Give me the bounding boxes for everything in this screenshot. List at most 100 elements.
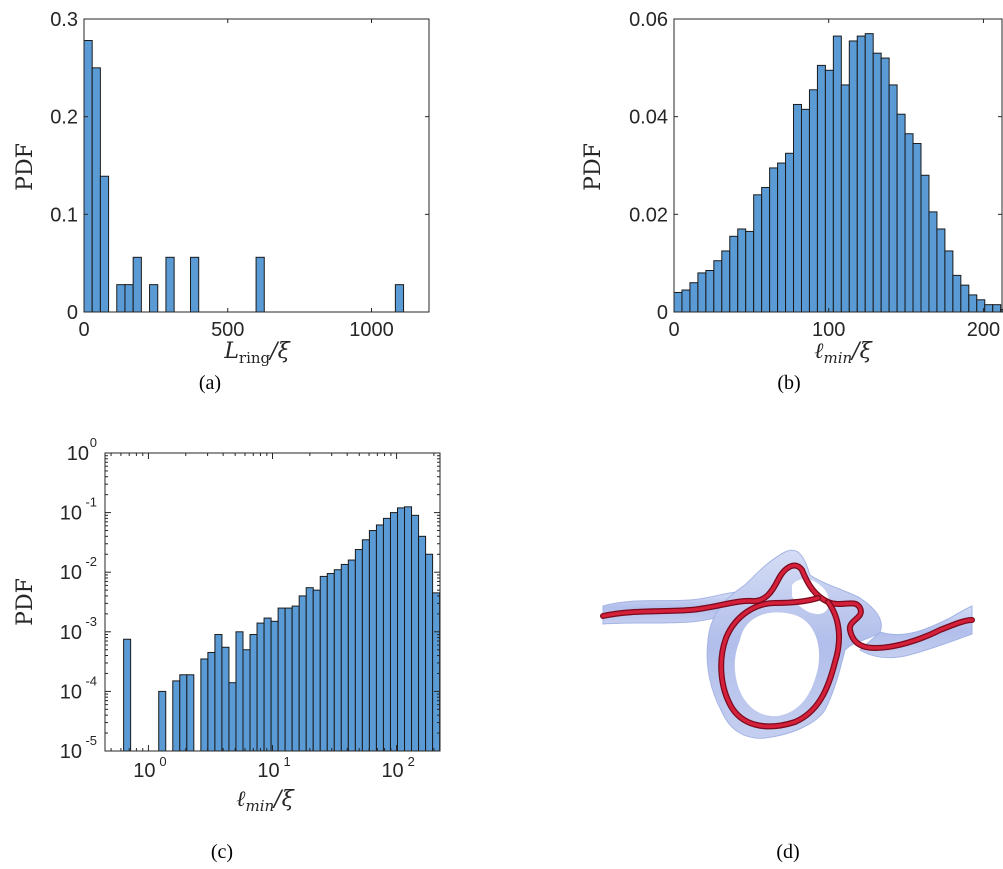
bar bbox=[149, 284, 159, 313]
y-tick-exponent: -3 bbox=[85, 614, 97, 629]
bar bbox=[263, 617, 272, 752]
y-tick-exponent: -2 bbox=[85, 554, 97, 569]
bar bbox=[91, 67, 101, 313]
bar bbox=[952, 274, 962, 313]
bar bbox=[912, 143, 922, 313]
y-tick-label: 0.06 bbox=[629, 9, 668, 31]
y-tick-label: 10 bbox=[67, 443, 89, 465]
y-tick-label: 0 bbox=[67, 302, 78, 324]
bar bbox=[411, 514, 420, 752]
bar bbox=[785, 152, 795, 313]
bar bbox=[769, 167, 779, 313]
bar bbox=[681, 289, 691, 313]
vortex-loop-hole bbox=[792, 578, 830, 615]
x-tick-label: 1000 bbox=[349, 319, 394, 341]
bar bbox=[904, 133, 914, 313]
panel-c-xlabel: ℓmin/ξ bbox=[236, 787, 295, 815]
bar bbox=[673, 291, 683, 313]
bar bbox=[888, 84, 898, 313]
bar bbox=[944, 250, 954, 313]
y-tick-label: 0.04 bbox=[629, 107, 668, 129]
bar bbox=[856, 35, 866, 313]
panel-b-histogram: 0 100 200 0 0.02 0.04 0.06 PDF ℓmin/ξ (b) bbox=[581, 9, 1003, 394]
bar bbox=[319, 575, 328, 752]
bar bbox=[347, 559, 356, 752]
bar bbox=[333, 569, 342, 752]
bar bbox=[960, 284, 970, 313]
x-tick-exponent: 0 bbox=[159, 754, 166, 769]
bar bbox=[761, 186, 771, 313]
y-tick-label: 10 bbox=[60, 562, 82, 584]
x-tick-label: 0 bbox=[78, 319, 89, 341]
bar bbox=[721, 250, 731, 313]
bar bbox=[936, 228, 946, 313]
x-tick-label: 10 bbox=[257, 760, 279, 782]
bar bbox=[928, 211, 938, 313]
panel-c-caption: (c) bbox=[211, 841, 233, 863]
bar bbox=[200, 658, 209, 752]
bar bbox=[186, 674, 195, 752]
y-tick-label: 0.02 bbox=[629, 204, 668, 226]
panel-a-ticks: 0 500 1000 0 0.1 0.2 0.3 bbox=[50, 9, 429, 341]
bar bbox=[697, 272, 707, 313]
bar bbox=[689, 282, 699, 313]
bar bbox=[284, 607, 293, 752]
bar bbox=[382, 517, 391, 752]
bar bbox=[256, 622, 265, 752]
panel-b-bars bbox=[673, 33, 1003, 313]
x-tick-label: 10 bbox=[381, 760, 403, 782]
y-tick-label: 0.3 bbox=[50, 9, 78, 31]
bar bbox=[425, 553, 434, 752]
bar bbox=[249, 634, 258, 752]
panel-b-ylabel: PDF bbox=[581, 143, 606, 191]
panel-b-caption: (b) bbox=[777, 372, 800, 394]
bar bbox=[808, 89, 818, 313]
bar bbox=[992, 304, 1002, 313]
bar bbox=[832, 35, 842, 313]
x-tick-label: 500 bbox=[211, 319, 244, 341]
bar bbox=[270, 620, 279, 752]
bar bbox=[368, 530, 377, 752]
panel-d-caption: (d) bbox=[776, 841, 799, 863]
panel-a-caption: (a) bbox=[199, 372, 221, 394]
panel-c-ylabel: PDF bbox=[13, 578, 38, 626]
bar bbox=[291, 605, 300, 752]
vortex-line bbox=[600, 562, 975, 730]
panel-b-xlabel: ℓmin/ξ bbox=[814, 339, 873, 367]
bar bbox=[753, 194, 763, 313]
bar bbox=[235, 631, 244, 752]
panel-c-bars bbox=[123, 506, 441, 752]
bar bbox=[242, 649, 251, 752]
bar bbox=[824, 69, 834, 313]
bar bbox=[277, 607, 286, 752]
bar bbox=[896, 113, 906, 313]
panel-a-ylabel: PDF bbox=[13, 143, 38, 191]
x-tick-label: 200 bbox=[967, 319, 1000, 341]
bar bbox=[389, 512, 398, 752]
bar bbox=[214, 634, 223, 752]
bar bbox=[745, 230, 755, 313]
panel-b-ticks: 0 100 200 0 0.02 0.04 0.06 bbox=[629, 9, 1002, 341]
y-tick-label: 10 bbox=[60, 622, 82, 644]
bar bbox=[305, 587, 314, 752]
bar bbox=[840, 84, 850, 313]
panel-b-axes-box bbox=[673, 18, 1003, 313]
y-tick-label: 10 bbox=[60, 741, 82, 763]
bar bbox=[880, 57, 890, 313]
bar bbox=[190, 256, 200, 313]
panel-a-bars bbox=[83, 39, 405, 313]
bar bbox=[354, 549, 363, 752]
bar bbox=[179, 674, 188, 752]
bar bbox=[312, 589, 321, 752]
bar bbox=[298, 595, 307, 752]
bar bbox=[396, 507, 406, 752]
bar bbox=[255, 256, 265, 313]
bar bbox=[713, 260, 723, 313]
y-tick-label: 0 bbox=[657, 302, 668, 324]
bar bbox=[123, 638, 132, 752]
bar bbox=[158, 690, 167, 752]
bar bbox=[124, 284, 134, 313]
bar bbox=[793, 103, 802, 313]
